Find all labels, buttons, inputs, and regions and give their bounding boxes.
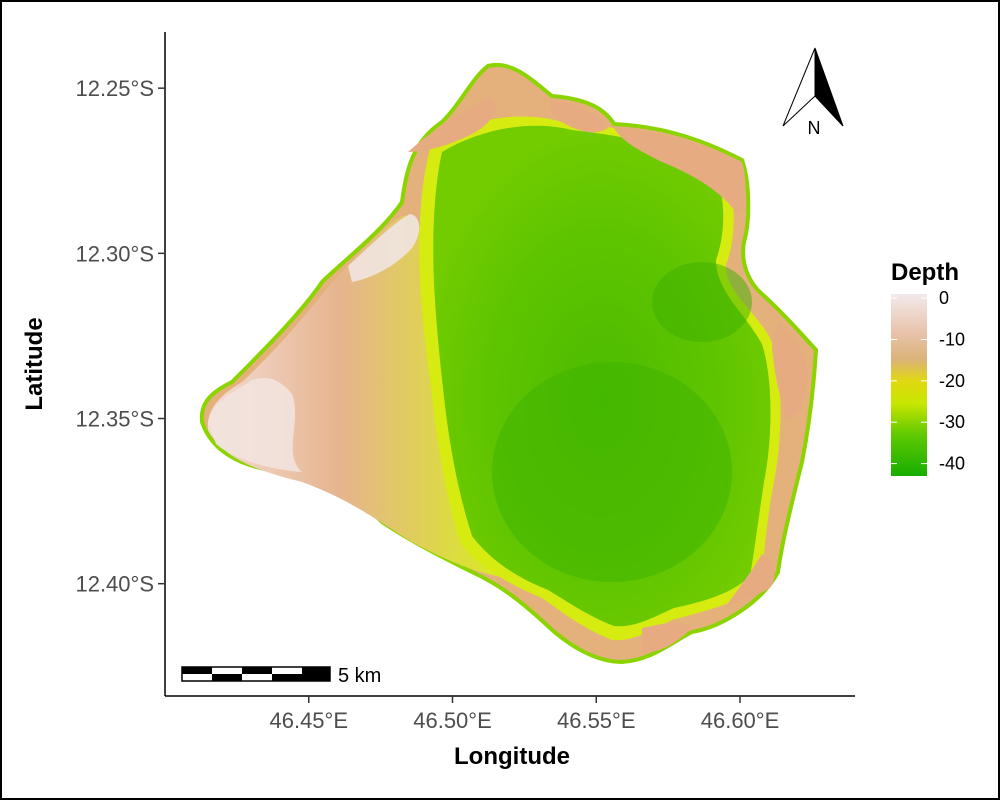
west-shallow-platform	[207, 215, 502, 577]
east-island	[772, 322, 808, 420]
north-label: N	[808, 118, 821, 138]
north-island	[549, 100, 608, 133]
scale-bar-label: 5 km	[338, 665, 381, 687]
x-tick-label: 46.55°E	[557, 708, 636, 733]
legend-label: -40	[939, 454, 965, 474]
atoll-bathymetry	[199, 62, 819, 665]
y-tick-label: 12.40°S	[75, 572, 154, 597]
legend-label: -30	[939, 412, 965, 432]
x-tick-label: 46.60°E	[701, 708, 780, 733]
x-tick-label: 46.45°E	[269, 708, 348, 733]
west-pale-sand	[208, 377, 302, 472]
y-tick-label: 12.25°S	[75, 76, 154, 101]
x-axis-title: Longitude	[454, 743, 570, 770]
legend-label: -10	[939, 330, 965, 350]
deep-patch	[652, 262, 752, 342]
southeast-island	[726, 554, 775, 606]
y-axis-title: Latitude	[21, 317, 48, 410]
scale-bar-segment	[302, 667, 330, 681]
legend-colorbar	[891, 294, 927, 476]
y-axis-ticks: 12.25°S 12.30°S 12.35°S 12.40°S	[75, 76, 165, 597]
scale-bar-segment	[242, 667, 272, 674]
legend-label: -20	[939, 371, 965, 391]
scale-bar-segment	[182, 667, 212, 674]
northwest-pale-sand	[348, 214, 420, 282]
x-axis-ticks: 46.45°E 46.50°E 46.55°E 46.60°E	[269, 696, 779, 733]
plot-axes: 46.45°E 46.50°E 46.55°E 46.60°E 12.25°S 12.3…	[21, 32, 855, 770]
y-tick-label: 12.35°S	[75, 407, 154, 432]
x-tick-label: 46.50°E	[413, 708, 492, 733]
legend-title: Depth	[891, 259, 959, 286]
scale-bar: 5 km	[181, 665, 381, 687]
south-island	[642, 622, 692, 653]
scale-bar-segment	[272, 674, 302, 681]
legend-label: 0	[939, 288, 949, 308]
legend-ticks: 0 -10 -20 -30 -40	[891, 288, 965, 474]
northeast-island	[614, 128, 746, 216]
north-arrow-icon: N	[782, 47, 844, 138]
deep-patch	[492, 362, 732, 582]
y-tick-label: 12.30°S	[75, 241, 154, 266]
depth-legend: Depth 0 -10 -20 -30 -40	[891, 259, 965, 476]
north-rim-sand	[408, 98, 496, 152]
scale-bar-segment	[212, 674, 242, 681]
